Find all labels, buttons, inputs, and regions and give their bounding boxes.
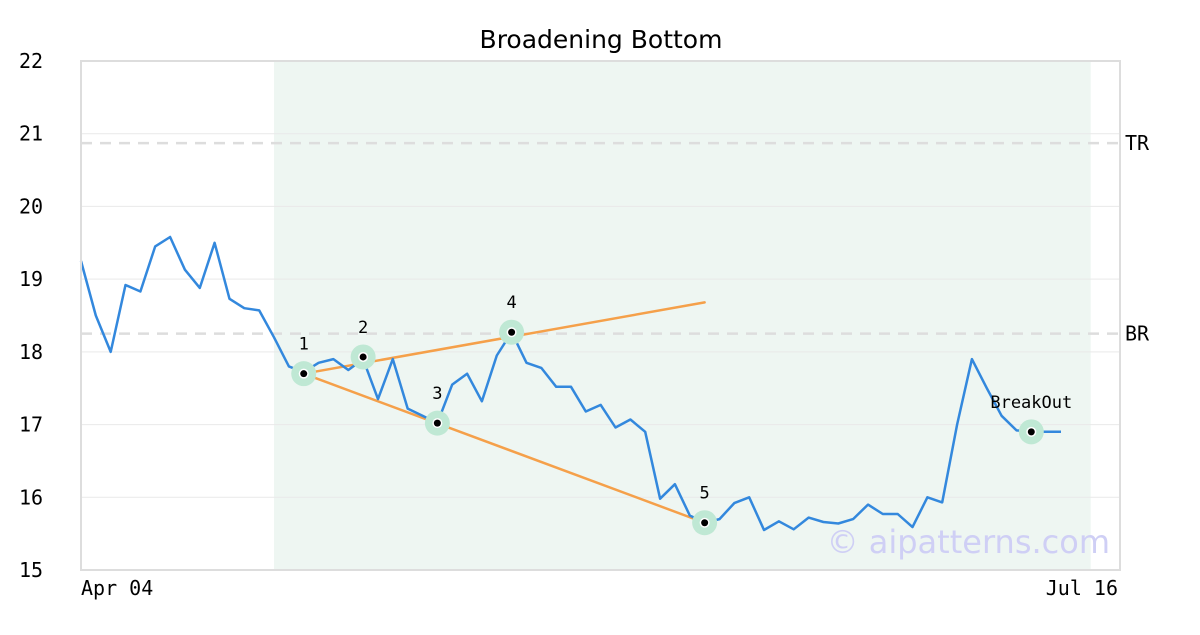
watermark: © aipatterns.com (827, 523, 1110, 561)
pivot-marker-dot (701, 519, 709, 527)
y-tick-label: 21 (19, 122, 43, 146)
y-tick-label: 18 (19, 340, 43, 364)
pivot-marker-dot (508, 328, 516, 336)
reference-label-br: BR (1125, 322, 1150, 346)
pivot-marker-dot (433, 419, 441, 427)
y-tick-label: 19 (19, 267, 43, 291)
x-tick-label-start: Apr 04 (81, 576, 153, 600)
pivot-label: BreakOut (990, 393, 1072, 413)
y-tick-label: 22 (19, 49, 43, 73)
y-tick-label: 15 (19, 558, 43, 582)
lower-trendline (302, 372, 706, 524)
y-tick-label: 17 (19, 413, 43, 437)
pivot-label: 3 (432, 384, 442, 404)
y-tick-label: 16 (19, 485, 43, 509)
price-line (79, 235, 1061, 532)
pivot-label: 1 (299, 335, 309, 355)
pivot-marker-dot (359, 353, 367, 361)
x-tick-label-end: Jul 16 (1046, 576, 1118, 600)
plot-frame (80, 60, 1121, 571)
pivot-label: 4 (506, 293, 516, 313)
y-tick-label: 20 (19, 194, 43, 218)
pivot-marker-dot (1027, 428, 1035, 436)
reference-label-tr: TR (1125, 131, 1150, 155)
pattern-highlight-band (274, 61, 1091, 570)
chart-title: Broadening Bottom (480, 25, 723, 54)
pivot-label: 5 (700, 484, 710, 504)
pivot-label: 2 (358, 318, 368, 338)
pivot-marker-dot (300, 370, 308, 378)
